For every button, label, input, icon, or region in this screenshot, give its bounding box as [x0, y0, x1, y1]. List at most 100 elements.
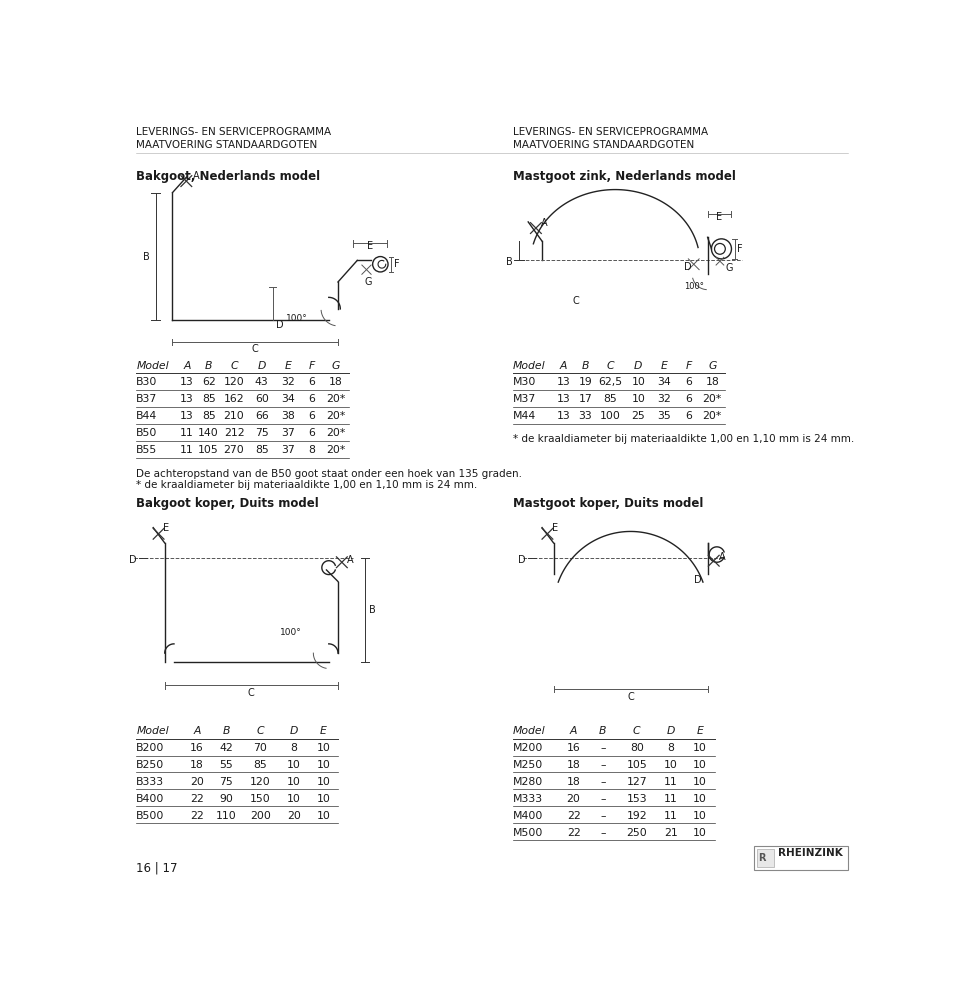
Text: D: D	[290, 726, 299, 736]
Text: C: C	[230, 361, 238, 371]
Text: * de kraaldiameter bij materiaaldikte 1,00 en 1,10 mm is 24 mm.: * de kraaldiameter bij materiaaldikte 1,…	[136, 480, 477, 490]
Text: 85: 85	[255, 445, 269, 455]
Text: 13: 13	[557, 394, 570, 404]
Text: A: A	[348, 554, 354, 564]
Text: 60: 60	[254, 394, 269, 404]
Text: 20*: 20*	[326, 394, 346, 404]
Text: 200: 200	[250, 811, 271, 821]
Text: B37: B37	[136, 394, 157, 404]
Text: –: –	[600, 778, 606, 787]
Text: 10: 10	[317, 778, 330, 787]
Text: F: F	[309, 361, 315, 371]
Text: M333: M333	[513, 794, 543, 804]
Text: Model: Model	[136, 726, 169, 736]
Text: 13: 13	[557, 377, 570, 387]
Text: 212: 212	[224, 429, 245, 438]
Text: C: C	[252, 344, 258, 354]
Text: B: B	[369, 605, 375, 615]
Text: A: A	[719, 552, 726, 562]
Text: 16: 16	[190, 743, 204, 753]
Text: 10: 10	[693, 760, 707, 770]
Text: 162: 162	[224, 394, 245, 404]
Text: 10: 10	[693, 811, 707, 821]
Text: Model: Model	[136, 361, 169, 371]
Text: 37: 37	[281, 445, 295, 455]
Text: 120: 120	[224, 377, 245, 387]
Text: –: –	[600, 794, 606, 804]
Text: G: G	[726, 262, 732, 272]
Text: 22: 22	[566, 811, 581, 821]
Text: 35: 35	[658, 411, 671, 422]
Text: D: D	[518, 555, 526, 565]
Text: 105: 105	[626, 760, 647, 770]
Text: E: E	[552, 523, 558, 533]
Text: 10: 10	[632, 394, 645, 404]
Text: 25: 25	[632, 411, 645, 422]
Text: 8: 8	[308, 445, 315, 455]
Text: 11: 11	[663, 778, 678, 787]
Text: E: E	[320, 726, 326, 736]
Text: 70: 70	[253, 743, 267, 753]
Text: 18: 18	[566, 760, 581, 770]
Text: 13: 13	[180, 394, 194, 404]
Text: Model: Model	[513, 361, 545, 371]
Text: G: G	[331, 361, 340, 371]
Text: –: –	[600, 743, 606, 753]
Text: A: A	[560, 361, 567, 371]
Text: MAATVOERING STANDAARDGOTEN: MAATVOERING STANDAARDGOTEN	[513, 140, 694, 149]
Text: 10: 10	[317, 743, 330, 753]
Text: 120: 120	[250, 778, 271, 787]
Text: 8: 8	[291, 743, 298, 753]
Text: M500: M500	[513, 828, 543, 838]
Text: –: –	[600, 760, 606, 770]
Text: 6: 6	[684, 394, 692, 404]
Text: B55: B55	[136, 445, 157, 455]
Text: 18: 18	[329, 377, 343, 387]
Text: 11: 11	[663, 794, 678, 804]
Text: D: D	[694, 575, 702, 585]
Text: 105: 105	[199, 445, 219, 455]
Text: M30: M30	[513, 377, 537, 387]
Text: 250: 250	[626, 828, 647, 838]
Text: M280: M280	[513, 778, 543, 787]
Text: 6: 6	[684, 377, 692, 387]
Text: 192: 192	[627, 811, 647, 821]
Text: 38: 38	[281, 411, 295, 422]
Text: C: C	[627, 692, 634, 702]
Text: D: D	[257, 361, 266, 371]
Text: B400: B400	[136, 794, 164, 804]
Text: M250: M250	[513, 760, 543, 770]
Text: 43: 43	[255, 377, 269, 387]
Text: 22: 22	[566, 828, 581, 838]
Text: 62,5: 62,5	[598, 377, 623, 387]
Text: 17: 17	[578, 394, 592, 404]
Text: 19: 19	[578, 377, 592, 387]
Text: De achteropstand van de B50 goot staat onder een hoek van 135 graden.: De achteropstand van de B50 goot staat o…	[136, 469, 522, 479]
Text: A: A	[193, 726, 201, 736]
Text: 20*: 20*	[326, 445, 346, 455]
Text: LEVERINGS- EN SERVICEPROGRAMMA: LEVERINGS- EN SERVICEPROGRAMMA	[513, 127, 708, 138]
Text: 100°: 100°	[280, 628, 302, 637]
Text: Mastgoot zink, Nederlands model: Mastgoot zink, Nederlands model	[513, 170, 735, 183]
Text: 10: 10	[693, 828, 707, 838]
Text: B: B	[599, 726, 607, 736]
Text: C: C	[248, 688, 254, 698]
Text: 21: 21	[663, 828, 678, 838]
Text: C: C	[256, 726, 264, 736]
Text: 100°: 100°	[684, 282, 705, 291]
Text: 10: 10	[693, 743, 707, 753]
Text: 85: 85	[604, 394, 617, 404]
Text: 13: 13	[557, 411, 570, 422]
Text: 153: 153	[627, 794, 647, 804]
Text: 6: 6	[308, 411, 315, 422]
Text: * de kraaldiameter bij materiaaldikte 1,00 en 1,10 mm is 24 mm.: * de kraaldiameter bij materiaaldikte 1,…	[513, 434, 854, 443]
Text: R: R	[757, 853, 765, 863]
Text: 13: 13	[180, 411, 194, 422]
Text: 10: 10	[317, 760, 330, 770]
Text: 62: 62	[202, 377, 215, 387]
Text: D: D	[276, 319, 284, 329]
Bar	[754, 845, 848, 870]
Text: C: C	[607, 361, 614, 371]
Text: 6: 6	[308, 429, 315, 438]
Text: 100: 100	[600, 411, 621, 422]
